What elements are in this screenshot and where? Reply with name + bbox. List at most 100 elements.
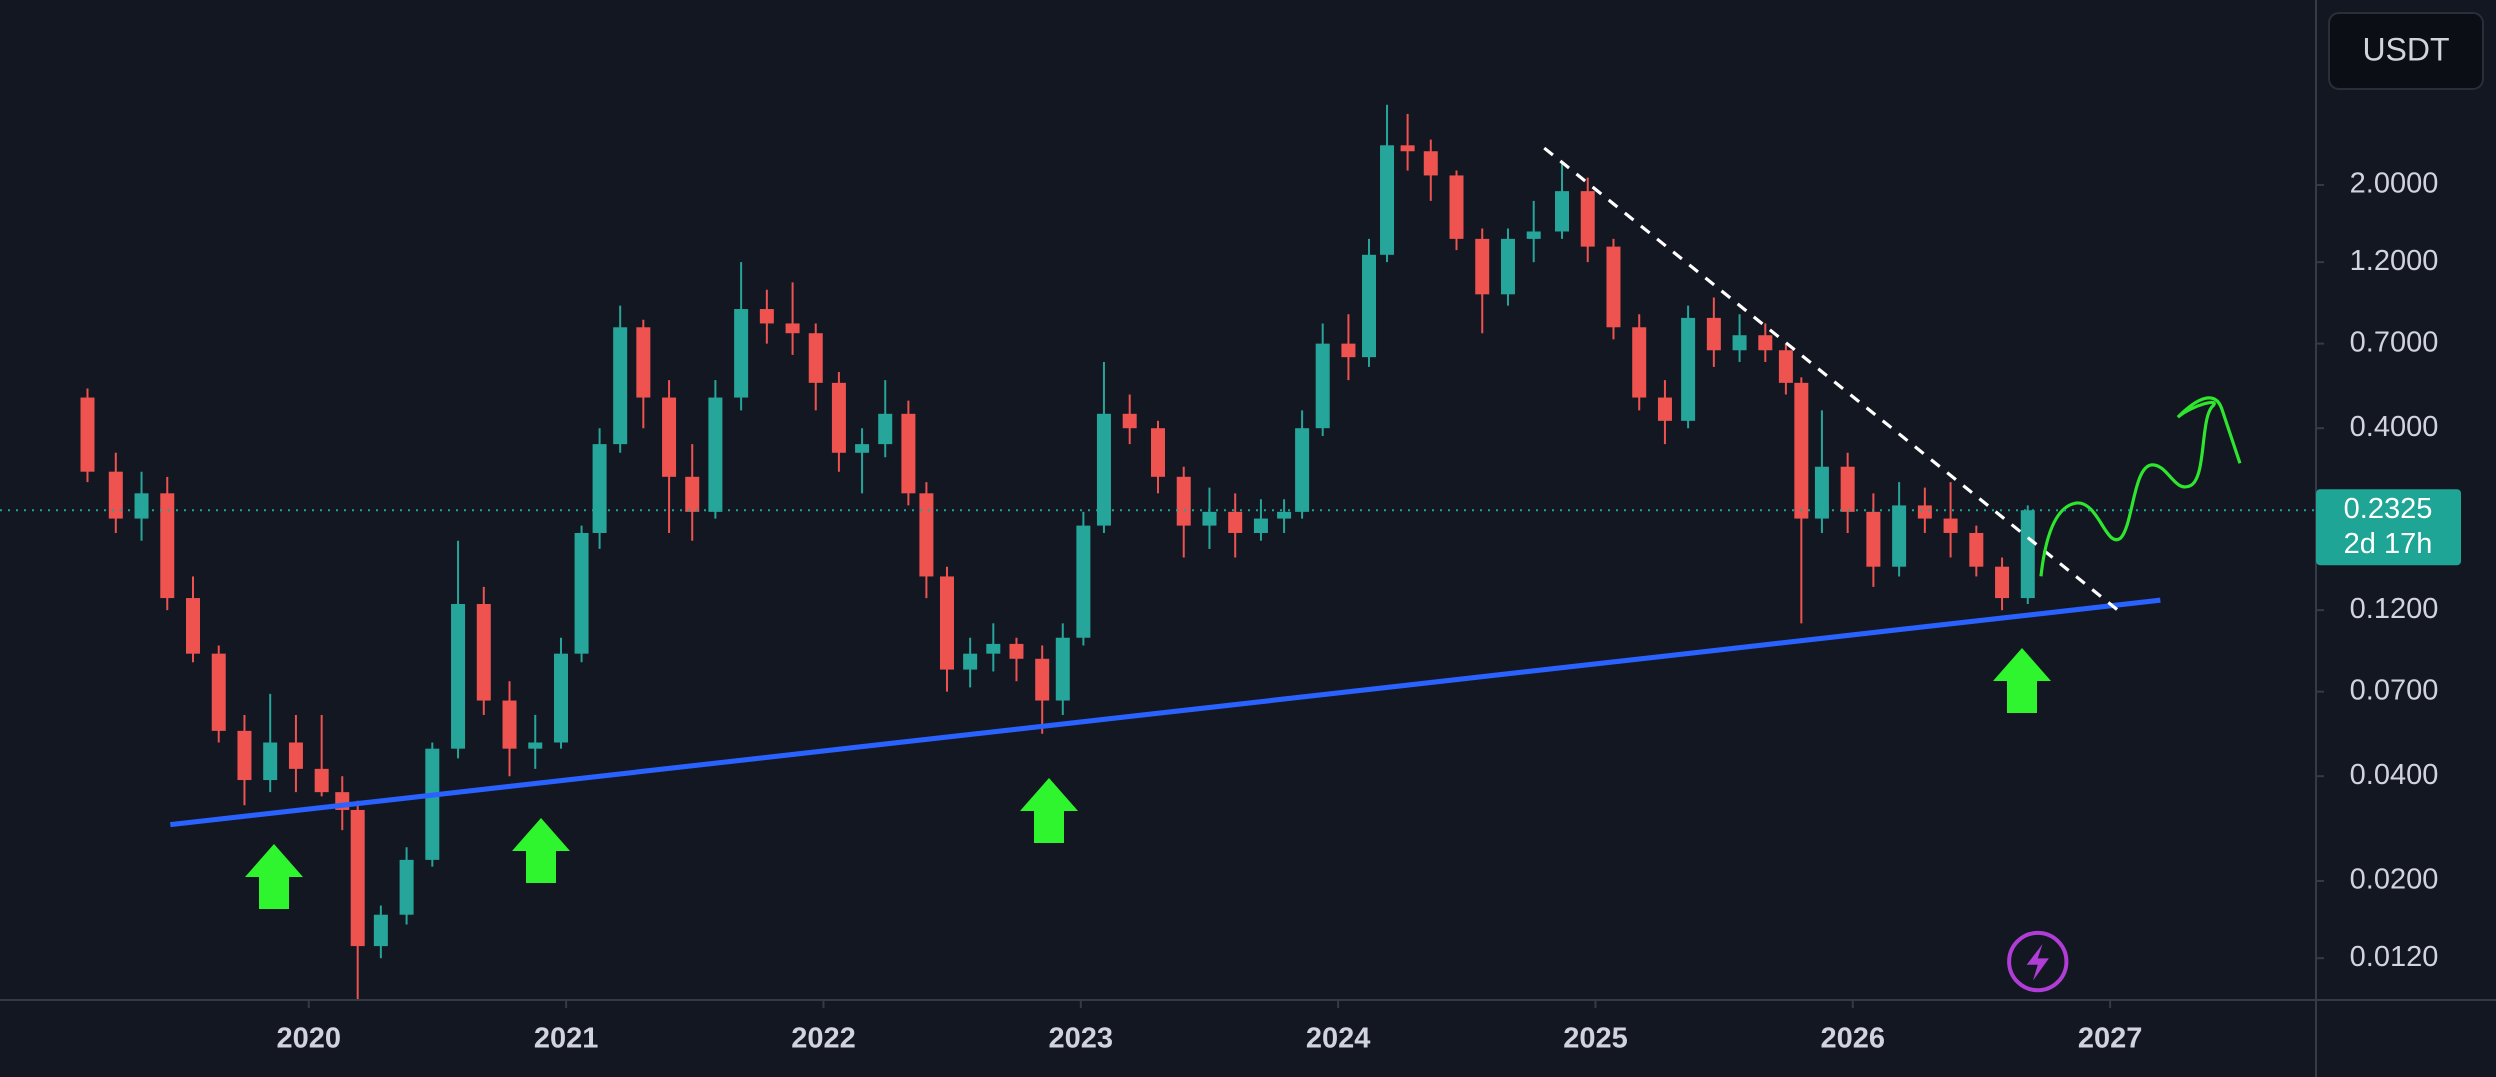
last-price-box (2316, 489, 2461, 566)
candle-body (662, 397, 677, 477)
candle-body (553, 653, 568, 743)
candle-body (855, 444, 870, 453)
candle-body (1035, 658, 1050, 701)
alert-icon[interactable] (2007, 930, 2069, 993)
candle-body (1400, 145, 1415, 152)
candle-body (399, 859, 414, 915)
x-tick-label: 2025 (1563, 1023, 1628, 1055)
candle-body (373, 914, 388, 947)
candle-body (186, 598, 200, 654)
candle-body (263, 742, 278, 781)
candle-body (476, 604, 491, 701)
candle-body (1449, 175, 1464, 239)
candle-body (963, 653, 978, 670)
candle-body (1632, 327, 1647, 398)
candle-body (1151, 428, 1165, 477)
candle-body (1840, 466, 1855, 512)
candle-body (314, 768, 329, 793)
candle-body (1076, 525, 1091, 638)
candle-body (1794, 382, 1809, 519)
candle-body (685, 476, 700, 512)
candle-body (528, 742, 543, 749)
x-tick-label: 2023 (1049, 1023, 1114, 1055)
candle-body (350, 809, 365, 947)
candle-body (1475, 238, 1490, 295)
candle-body (2020, 510, 2035, 599)
last-price-label: 0.2325 (2344, 493, 2433, 525)
candle-body (1500, 238, 1515, 295)
candle-body (1423, 151, 1438, 176)
candles (80, 104, 2035, 1000)
alert-bolt (2026, 944, 2049, 981)
candle-body (1580, 191, 1595, 247)
candle-body (878, 413, 893, 445)
candle-body (108, 471, 123, 519)
candle-body (1176, 476, 1191, 526)
candle-body (1732, 335, 1747, 351)
x-tick-label: 2026 (1821, 1023, 1886, 1055)
countdown-label: 2d 17h (2344, 528, 2433, 560)
candle-body (1253, 518, 1268, 533)
candle-body (901, 413, 916, 494)
candle-body (939, 576, 954, 670)
currency-button[interactable] (2328, 12, 2484, 90)
candle-body (1228, 511, 1243, 533)
candle-body (708, 397, 723, 512)
y-tick-label: 0.4000 (2350, 411, 2439, 443)
candle-body (986, 643, 1001, 654)
candle-body (1943, 518, 1958, 533)
projection-squiggle (2039, 396, 2242, 577)
candle-body (1681, 317, 1696, 421)
candle-body (1277, 511, 1292, 519)
candle-body (451, 604, 466, 749)
candle-body (1917, 505, 1932, 519)
candle-body (237, 730, 252, 781)
candle-body (759, 309, 774, 324)
candle-body (1866, 511, 1881, 567)
candle-body (1295, 428, 1310, 512)
candle-body (785, 323, 800, 334)
candle-body (1778, 350, 1793, 383)
currency-label: USDT (2362, 31, 2449, 67)
y-tick-label: 2.0000 (2350, 168, 2439, 200)
y-tick-label: 0.0200 (2350, 864, 2439, 896)
candle-body (1202, 511, 1217, 526)
candle-body (1706, 317, 1721, 351)
candle-body (1814, 466, 1829, 519)
candle-body (1315, 343, 1330, 429)
y-tick-label: 0.0700 (2350, 674, 2439, 706)
candle-body (1009, 643, 1024, 659)
candle-body (1758, 335, 1773, 351)
candle-body (1362, 254, 1377, 358)
candle-body (1380, 145, 1395, 255)
support-line (170, 597, 2161, 828)
candle-body (1096, 413, 1111, 526)
y-tick-label: 0.7000 (2350, 326, 2439, 358)
candle-body (211, 653, 226, 731)
candle-body (613, 327, 628, 445)
candle-body (1995, 566, 2010, 599)
candle-body (734, 309, 749, 398)
y-tick-label: 0.1200 (2350, 593, 2439, 625)
y-tick-label: 0.0400 (2350, 759, 2439, 791)
candle-body (288, 742, 303, 769)
x-tick-label: 2022 (791, 1023, 856, 1055)
candle-body (1526, 231, 1541, 239)
candle-body (808, 333, 823, 383)
candle-body (1555, 191, 1570, 232)
x-tick-label: 2027 (2078, 1023, 2143, 1055)
y-tick-label: 1.2000 (2350, 245, 2439, 277)
x-tick-label: 2020 (277, 1023, 342, 1055)
candle-body (592, 444, 607, 533)
candle-body (1341, 343, 1356, 358)
drawings (170, 146, 2242, 993)
candle-body (831, 382, 846, 453)
candle-body (1892, 505, 1907, 567)
candle-body (1657, 397, 1672, 421)
candle-body (574, 532, 589, 654)
candle-body (134, 493, 149, 519)
candle-body (425, 748, 440, 860)
candle-body (1606, 246, 1621, 328)
